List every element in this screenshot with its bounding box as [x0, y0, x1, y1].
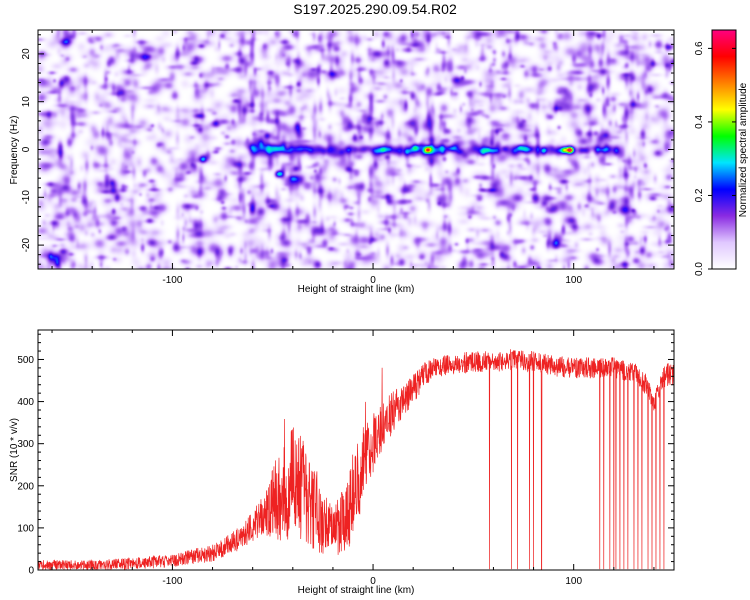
spectrogram-y-label: Frequency (Hz) — [9, 116, 20, 185]
colorbar-ticks: 0.0 0.2 0.4 0.6 — [694, 41, 736, 276]
x-tick-label: 0 — [370, 275, 376, 286]
colorbar-label: Normalized spectral amplitude — [738, 82, 749, 217]
y-tick-label: 200 — [17, 481, 34, 492]
snr-panel: -100 0 100 0 100 200 300 400 500 Height of stra… — [9, 329, 675, 596]
snr-x-label: Height of straight line (km) — [298, 585, 415, 596]
x-tick-label: 100 — [565, 576, 582, 587]
colorbar: 0.0 0.2 0.4 0.6 Normalized spectral amplitu… — [694, 29, 749, 276]
x-tick-label: 100 — [565, 275, 582, 286]
colorbar-gradient — [711, 29, 737, 270]
figure-title: S197.2025.290.09.54.R02 — [293, 1, 457, 17]
snr-series-line — [37, 349, 675, 571]
y-tick-label: 100 — [17, 523, 34, 534]
y-tick-label: 300 — [17, 439, 34, 450]
snr-frame — [37, 329, 675, 571]
snr-y-ticks: 0 100 200 300 400 500 — [17, 333, 674, 577]
x-tick-label: -100 — [162, 275, 182, 286]
x-tick-label: 0 — [370, 576, 376, 587]
snr-x-ticks: -100 0 100 — [51, 330, 655, 587]
y-tick-label: -10 — [21, 190, 32, 205]
spectrogram-heatmap — [38, 30, 674, 269]
y-tick-label: 10 — [21, 96, 32, 108]
y-tick-label: 0 — [28, 566, 34, 577]
y-tick-label: 500 — [17, 355, 34, 366]
colorbar-tick-label: 0.0 — [694, 262, 705, 276]
colorbar-tick-label: 0.2 — [694, 188, 705, 202]
spectrogram-y-ticks: -20 -10 0 10 20 — [21, 34, 674, 265]
colorbar-tick-label: 0.6 — [694, 41, 705, 55]
y-tick-label: -20 — [21, 237, 32, 252]
snr-y-label: SNR (10 * v/v) — [9, 418, 20, 482]
x-tick-label: -100 — [162, 576, 182, 587]
y-tick-label: 400 — [17, 397, 34, 408]
colorbar-tick-label: 0.4 — [694, 115, 705, 129]
y-tick-label: 20 — [21, 48, 32, 60]
y-tick-label: 0 — [21, 146, 32, 152]
spectrogram-x-label: Height of straight line (km) — [298, 284, 415, 295]
spectrogram-x-ticks: -100 0 100 — [51, 30, 655, 286]
